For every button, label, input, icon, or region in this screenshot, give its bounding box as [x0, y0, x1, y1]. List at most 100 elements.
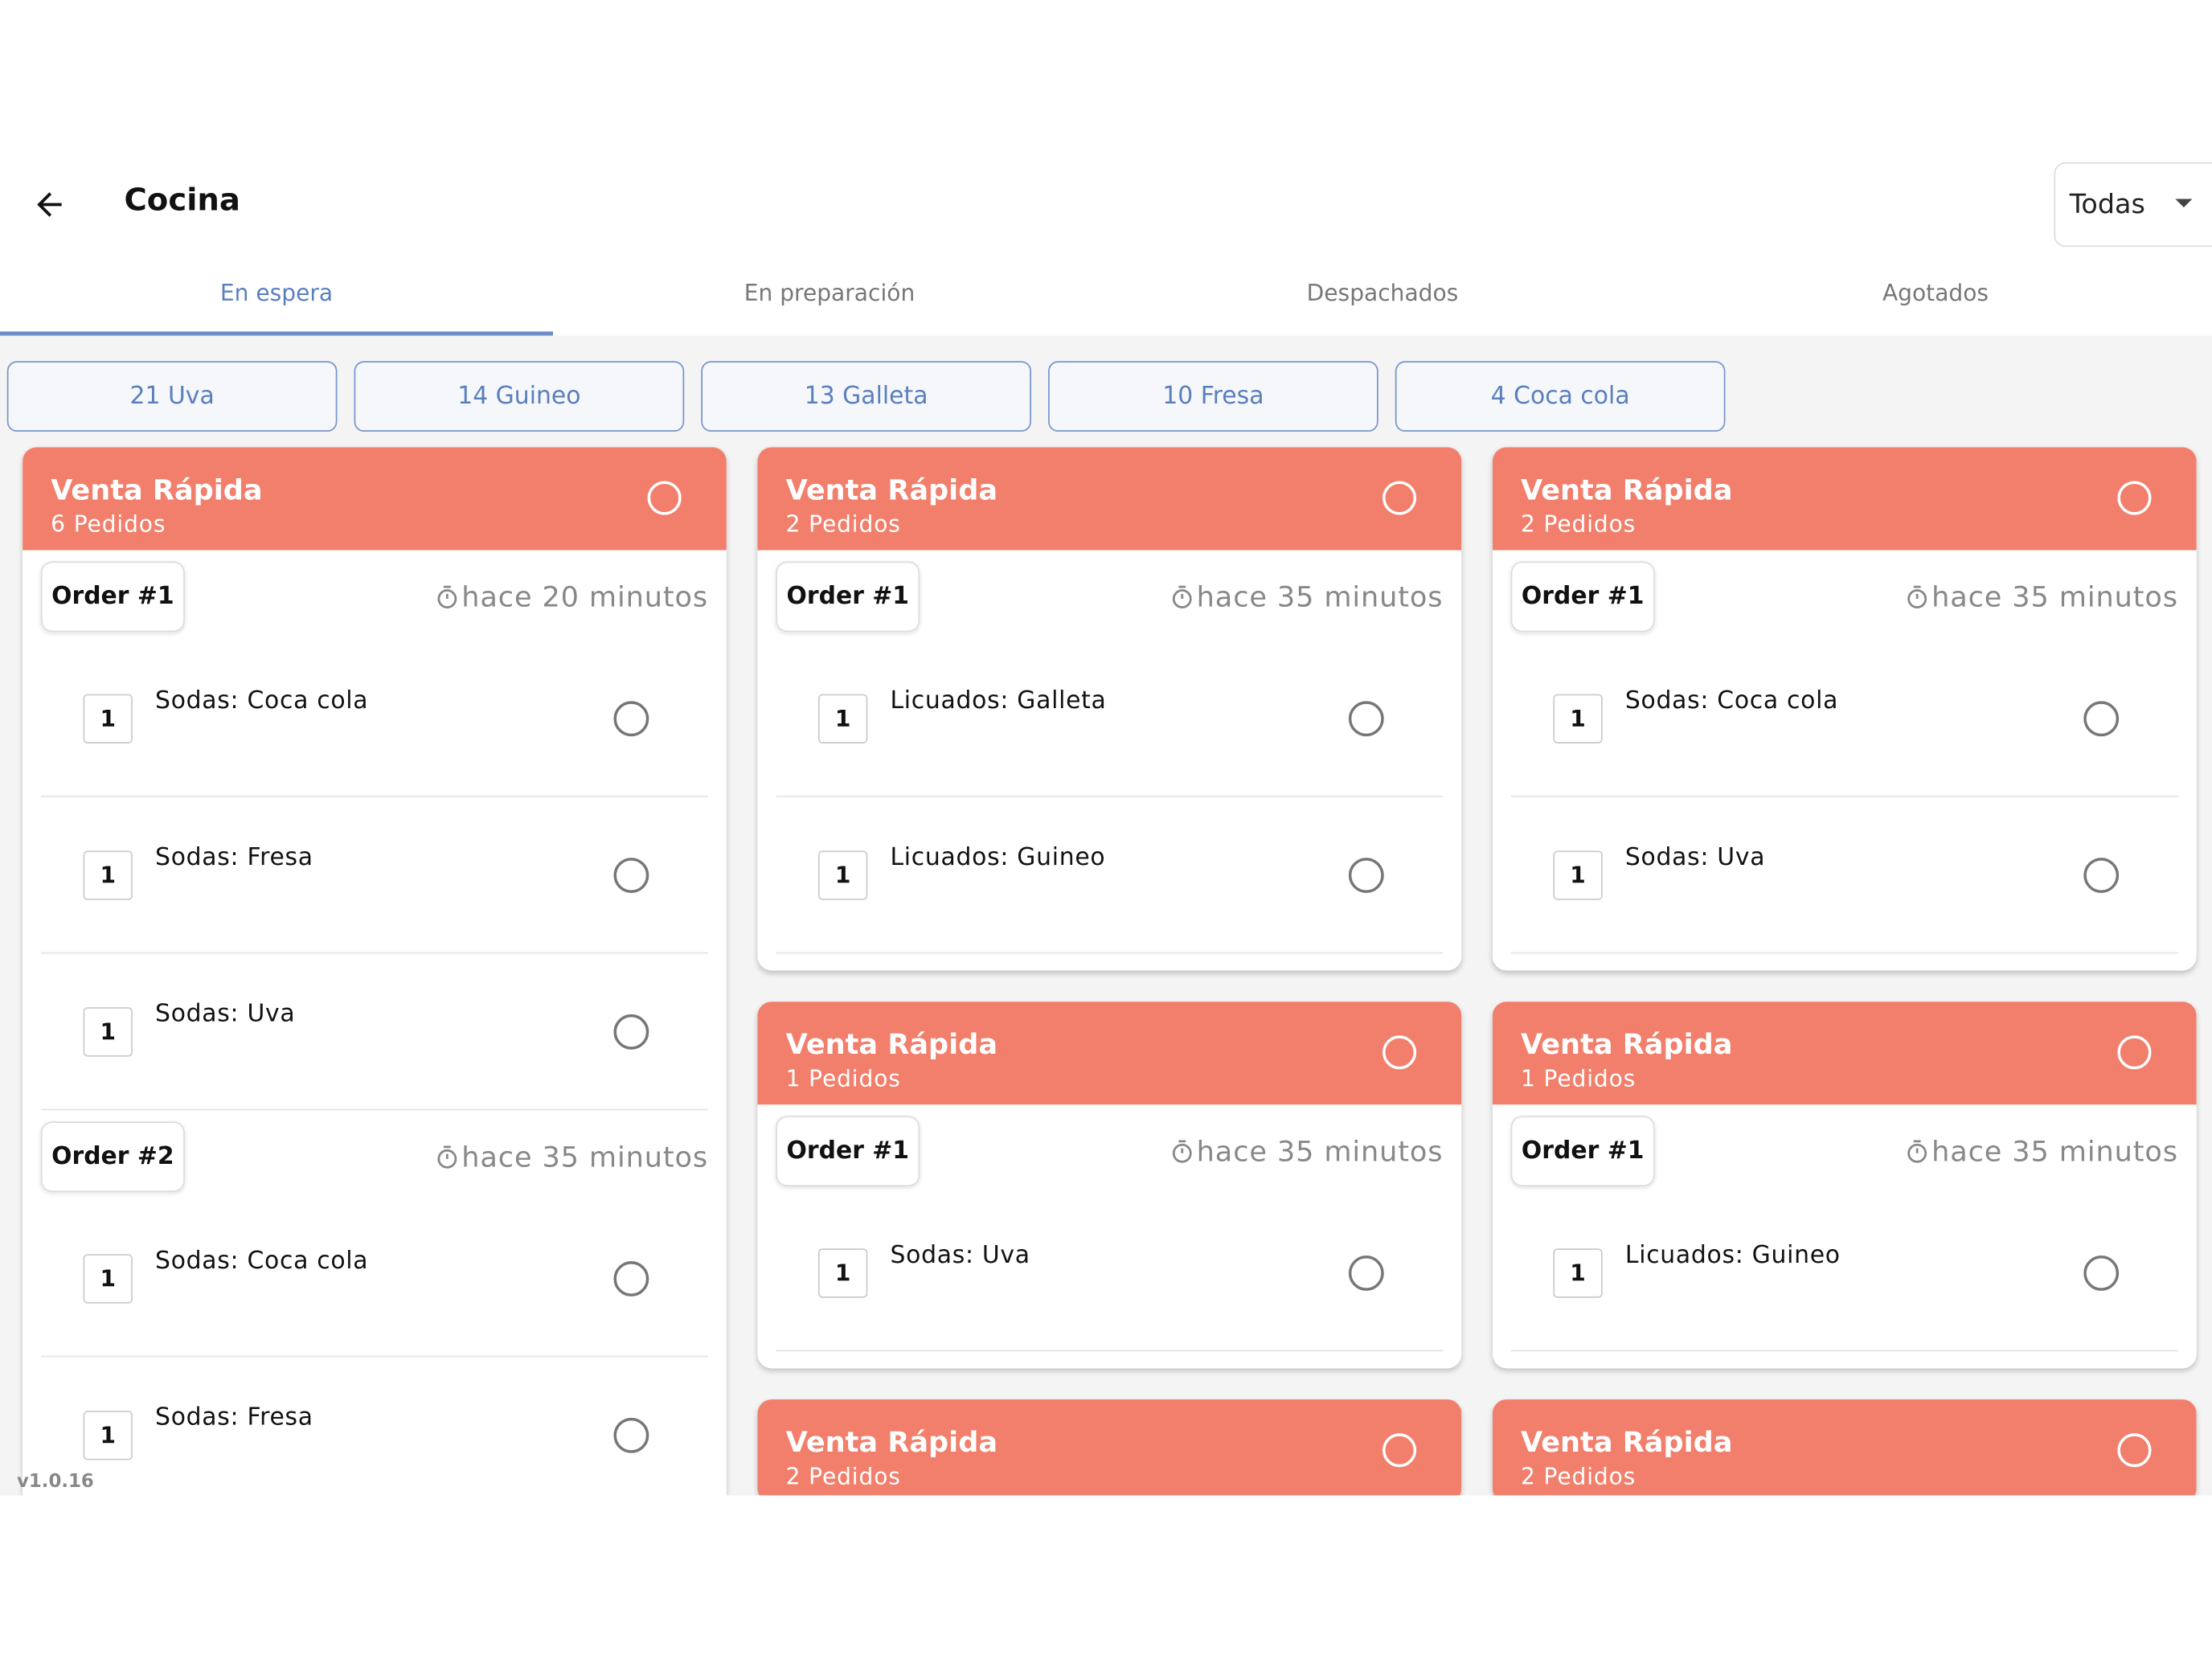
item-qty: 1	[83, 1254, 133, 1304]
select-item[interactable]	[1348, 1256, 1384, 1291]
order-card: Venta Rápida 2 Pedidos	[1492, 1399, 2197, 1496]
item-row: 1 Sodas: Coca cola	[40, 641, 709, 797]
card-title: Venta Rápida	[1520, 1026, 1733, 1061]
item-qty: 1	[817, 1248, 868, 1298]
item-qty: 1	[83, 1411, 133, 1460]
order-row: Order #1 hace 35 minutos	[1493, 550, 2197, 640]
card-subtitle: 1 Pedidos	[785, 1065, 901, 1092]
clock-icon	[1173, 585, 1193, 608]
item-row: 1 Licuados: Guineo	[776, 797, 1444, 954]
item-name: Sodas: Fresa	[155, 1403, 313, 1432]
order-time-wrap: hace 35 minutos	[1906, 1134, 2177, 1168]
item-name: Sodas: Coca cola	[1624, 686, 1839, 715]
card-header: Venta Rápida 6 Pedidos	[23, 447, 727, 551]
select-item[interactable]	[2083, 858, 2120, 893]
item-qty: 1	[1553, 1248, 1603, 1298]
select-item[interactable]	[1348, 858, 1384, 893]
clock-icon	[1173, 1140, 1193, 1163]
item-name: Licuados: Guineo	[890, 843, 1106, 872]
select-item[interactable]	[613, 701, 649, 737]
select-card[interactable]	[647, 481, 682, 515]
item-name: Sodas: Coca cola	[155, 686, 369, 715]
tab[interactable]: Agotados	[1882, 279, 1989, 306]
filter-chip[interactable]: 14 Guineo	[354, 361, 685, 432]
card-subtitle: 6 Pedidos	[51, 510, 166, 538]
filter-chip[interactable]: 10 Fresa	[1048, 361, 1378, 432]
select-item[interactable]	[613, 1261, 649, 1296]
order-row: Order #1 hace 35 minutos	[1493, 1104, 2197, 1194]
item-qty: 1	[1553, 850, 1603, 900]
filter-chip[interactable]: 13 Galleta	[701, 361, 1031, 432]
order-row: Order #2 hace 35 minutos	[23, 1110, 727, 1200]
card-subtitle: 2 Pedidos	[1520, 1463, 1636, 1490]
card-title: Venta Rápida	[51, 472, 263, 507]
item-name: Sodas: Uva	[155, 1000, 296, 1029]
back-button[interactable]	[31, 186, 68, 223]
select-item[interactable]	[2083, 1256, 2120, 1291]
card-title: Venta Rápida	[1520, 472, 1733, 507]
order-label: Order #1	[1510, 1116, 1655, 1187]
filter-chip[interactable]: 21 Uva	[6, 361, 338, 432]
card-subtitle: 2 Pedidos	[1520, 510, 1636, 538]
filter-chip[interactable]: 4 Coca cola	[1395, 361, 1726, 432]
select-card[interactable]	[1382, 481, 1417, 515]
tab[interactable]: En espera	[0, 254, 553, 336]
card-subtitle: 2 Pedidos	[785, 510, 901, 538]
item-name: Licuados: Galleta	[890, 686, 1107, 715]
select-card[interactable]	[1382, 1433, 1417, 1468]
order-time: hace 35 minutos	[1196, 1134, 1444, 1169]
item-name: Sodas: Fresa	[155, 843, 313, 872]
card-subtitle: 2 Pedidos	[785, 1463, 901, 1490]
card-column: Venta Rápida 6 Pedidos Order #1 hace 20 min…	[23, 447, 727, 1496]
card-column: Venta Rápida 2 Pedidos Order #1 hace 35 min…	[757, 447, 1462, 1496]
order-card: Venta Rápida 2 Pedidos Order #1 hace 35 min…	[1492, 447, 2197, 971]
filter-value: Todas	[2069, 189, 2145, 220]
tab-bar: En espera En preparación Despachados Agotad…	[0, 254, 2212, 336]
select-item[interactable]	[613, 858, 649, 893]
item-name: Sodas: Coca cola	[155, 1247, 369, 1276]
select-item[interactable]	[613, 1014, 649, 1050]
select-card[interactable]	[1382, 1035, 1417, 1070]
order-row: Order #1 hace 35 minutos	[757, 1104, 1461, 1194]
card-header: Venta Rápida 1 Pedidos	[1492, 1002, 2197, 1105]
select-item[interactable]	[1348, 701, 1384, 737]
item-qty: 1	[83, 850, 133, 900]
clock-icon	[437, 1145, 457, 1169]
card-column: Venta Rápida 2 Pedidos Order #1 hace 35 min…	[1492, 447, 2197, 1496]
select-item[interactable]	[2083, 701, 2120, 737]
order-card: Venta Rápida 2 Pedidos Order #1 hace 35 min…	[757, 447, 1462, 971]
item-qty: 1	[817, 850, 868, 900]
tab[interactable]: En preparación	[743, 279, 916, 306]
order-time-wrap: hace 35 minutos	[436, 1140, 708, 1174]
clock-icon	[1907, 585, 1927, 608]
filter-dropdown[interactable]: Todas	[2054, 162, 2212, 248]
card-header: Venta Rápida 2 Pedidos	[757, 447, 1462, 551]
tab[interactable]: Despachados	[1306, 279, 1459, 306]
order-time-wrap: hace 35 minutos	[1171, 1134, 1443, 1168]
card-subtitle: 1 Pedidos	[1520, 1065, 1636, 1092]
select-card[interactable]	[2117, 1035, 2152, 1070]
card-title: Venta Rápida	[1520, 1424, 1733, 1459]
order-label: Order #1	[776, 1116, 920, 1187]
item-row: 1 Sodas: Uva	[40, 953, 709, 1111]
order-time: hace 35 minutos	[1931, 1134, 2178, 1169]
order-time: hace 35 minutos	[1931, 580, 2178, 614]
order-card: Venta Rápida 2 Pedidos	[757, 1399, 1462, 1496]
item-name: Sodas: Uva	[890, 1241, 1030, 1270]
card-title: Venta Rápida	[785, 1026, 998, 1061]
order-time: hace 20 minutos	[461, 580, 709, 614]
select-item[interactable]	[613, 1417, 649, 1453]
select-card[interactable]	[2117, 1433, 2152, 1468]
item-row: 1 Sodas: Coca cola	[40, 1201, 709, 1358]
item-row: 1 Licuados: Guineo	[1510, 1195, 2178, 1352]
select-card[interactable]	[2117, 481, 2152, 515]
page-title: Cocina	[124, 183, 240, 219]
card-header: Venta Rápida 2 Pedidos	[757, 1399, 1462, 1496]
item-qty: 1	[83, 1007, 133, 1057]
card-title: Venta Rápida	[785, 472, 998, 507]
clock-icon	[1907, 1140, 1927, 1163]
order-card: Venta Rápida 1 Pedidos Order #1 hace 35 min…	[1492, 1002, 2197, 1369]
order-label: Order #2	[40, 1121, 185, 1193]
